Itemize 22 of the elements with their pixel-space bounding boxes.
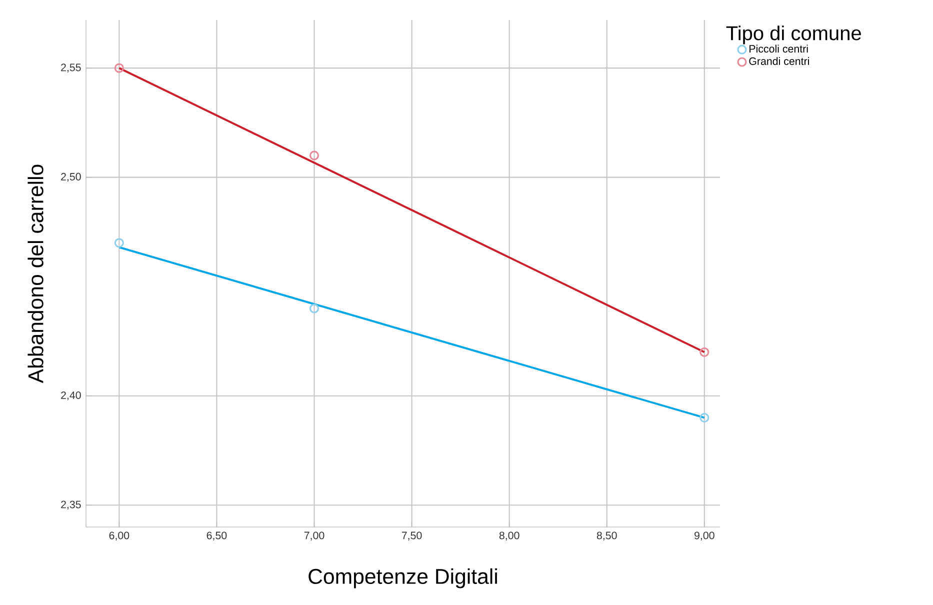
y-tick-label: 2,40: [61, 391, 81, 400]
legend-label: Grandi centri: [749, 57, 809, 65]
point: [309, 150, 320, 160]
y-tick-label: 2,50: [61, 172, 81, 182]
x-tick-label: 8,50: [596, 532, 617, 541]
y-axis-title: Abbandono del carrello: [28, 164, 44, 384]
point: [700, 347, 710, 357]
x-tick-label: 6,00: [109, 532, 130, 541]
x-tick-label: 8,00: [499, 532, 520, 541]
point: [114, 238, 124, 248]
point: [309, 304, 320, 314]
x-tick-label: 7,50: [402, 532, 422, 541]
point: [700, 412, 710, 423]
point: [114, 63, 124, 73]
x-tick-label: 7,00: [304, 532, 324, 541]
legend-title: Tipo di comune: [726, 26, 861, 44]
y-tick-label: 2,35: [61, 500, 81, 510]
x-axis-title: Competenze Digitali: [308, 568, 497, 588]
x-tick-label: 6,50: [206, 532, 227, 541]
y-tick-label: 2,55: [61, 64, 81, 72]
legend-label: Piccoli centri: [750, 44, 808, 53]
x-tick-label: 9,00: [694, 532, 714, 541]
